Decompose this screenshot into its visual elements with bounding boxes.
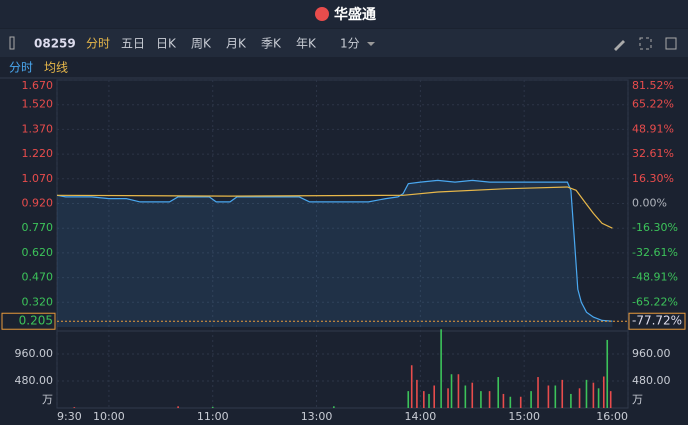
volume-tick-label: 480.00 [15, 374, 54, 387]
y-tick-label: 1.520 [22, 98, 54, 111]
volume-bar [592, 382, 595, 408]
tab[interactable]: 季K [261, 37, 282, 51]
y-tick-label: 1.220 [22, 147, 54, 160]
volume-bar [578, 388, 581, 408]
price-line [56, 186, 613, 229]
price-line [56, 179, 613, 322]
x-tick-label: 13:00 [301, 410, 333, 423]
last-change-label: -77.72% [632, 314, 682, 328]
volume-bar [585, 379, 588, 408]
y-tick-label: 1.370 [22, 122, 54, 135]
volume-bar [464, 385, 467, 408]
volume-bar [73, 407, 76, 408]
layout-icon[interactable] [665, 37, 677, 50]
volume-bar [177, 406, 179, 408]
subtab-active[interactable]: 分时 [9, 61, 33, 75]
y2-tick-label: 16.30% [632, 172, 674, 185]
tab[interactable]: 周K [191, 37, 212, 51]
last-change-box [628, 312, 686, 330]
y2-tick-label: -48.91% [632, 271, 678, 284]
y2-tick-label: -65.22% [632, 295, 678, 308]
volume-bar [488, 391, 491, 408]
volume-unit: 万 [42, 393, 53, 406]
x-tick-label: 15:00 [508, 410, 540, 423]
top-bar [0, 0, 688, 28]
y2-tick-label: -16.30% [632, 221, 678, 234]
x-tick-label: 16:00 [596, 410, 628, 423]
volume-bar [471, 382, 474, 408]
y-tick-label: 0.470 [22, 271, 54, 284]
volume-bar [447, 388, 449, 408]
y-tick-label: 0.920 [22, 197, 54, 210]
tab[interactable]: 五日 [121, 37, 145, 51]
volume-bar [211, 406, 214, 408]
y2-tick-label: 48.91% [632, 122, 674, 135]
tab[interactable]: 分时 [86, 37, 110, 51]
volume-bar [457, 374, 460, 408]
tab[interactable]: 年K [296, 37, 317, 51]
volume-bar [547, 385, 550, 408]
period-select[interactable]: 1分 [340, 37, 360, 51]
volume-bar [497, 377, 500, 408]
y2-tick-label: 32.61% [632, 147, 674, 160]
price-area [57, 180, 613, 327]
volume-bar [537, 377, 539, 408]
last-price-label: 0.205 [19, 314, 53, 328]
volume-bar [609, 391, 612, 408]
y-tick-label: 1.070 [22, 172, 54, 185]
volume-unit-right: 万 [632, 393, 643, 406]
volume-bar [410, 365, 413, 408]
volume-bar [428, 393, 430, 408]
volume-bar [509, 396, 512, 408]
subtab[interactable]: 均线 [44, 61, 68, 75]
y-tick-label: 1.670 [22, 79, 54, 92]
volume-bar [440, 329, 442, 408]
volume-bar [333, 406, 335, 408]
x-tick-label: 9:30 [57, 410, 82, 423]
y2-tick-label: 65.22% [632, 98, 674, 111]
volume-tick-label: 960.00 [15, 347, 54, 360]
volume-bar [530, 391, 532, 408]
last-price-box [1, 312, 56, 330]
volume-bar [480, 391, 482, 408]
volume-bar [570, 393, 572, 408]
volume-bar [407, 391, 410, 408]
dropdown-arrow [367, 42, 375, 46]
volume-tick-label-right: 480.00 [632, 374, 671, 387]
y-tick-label: 0.620 [22, 246, 54, 259]
x-tick-label: 14:00 [405, 410, 437, 423]
volume-bar [519, 396, 522, 408]
logo [315, 7, 329, 21]
x-tick-label: 11:00 [197, 410, 229, 423]
collapse-icon[interactable] [9, 36, 15, 50]
volume-bar [602, 376, 605, 408]
tab[interactable]: 日K [156, 37, 177, 51]
fullscreen-icon[interactable] [639, 37, 652, 50]
tab[interactable]: 月K [226, 37, 247, 51]
y-tick-label: 0.320 [22, 295, 54, 308]
volume-bar [561, 379, 564, 408]
volume-bar [450, 374, 453, 408]
volume-bar [554, 385, 557, 408]
stock-code: 08259 [34, 37, 76, 51]
x-tick-label: 10:00 [93, 410, 125, 423]
y2-tick-label: -32.61% [632, 246, 678, 259]
volume-bar [416, 379, 418, 408]
y2-tick-label: 81.52% [632, 79, 674, 92]
toolbar [0, 29, 688, 57]
y-tick-label: 0.770 [22, 221, 54, 234]
volume-bar [606, 339, 609, 408]
volume-bar [502, 393, 505, 408]
draw-icon[interactable] [614, 40, 625, 51]
volume-bar [433, 385, 436, 408]
app-title: 华盛通 [334, 6, 376, 23]
volume-tick-label-right: 960.00 [632, 347, 671, 360]
volume-bar [597, 388, 600, 408]
y2-tick-label: 0.00% [632, 197, 667, 210]
volume-bar [423, 391, 425, 408]
